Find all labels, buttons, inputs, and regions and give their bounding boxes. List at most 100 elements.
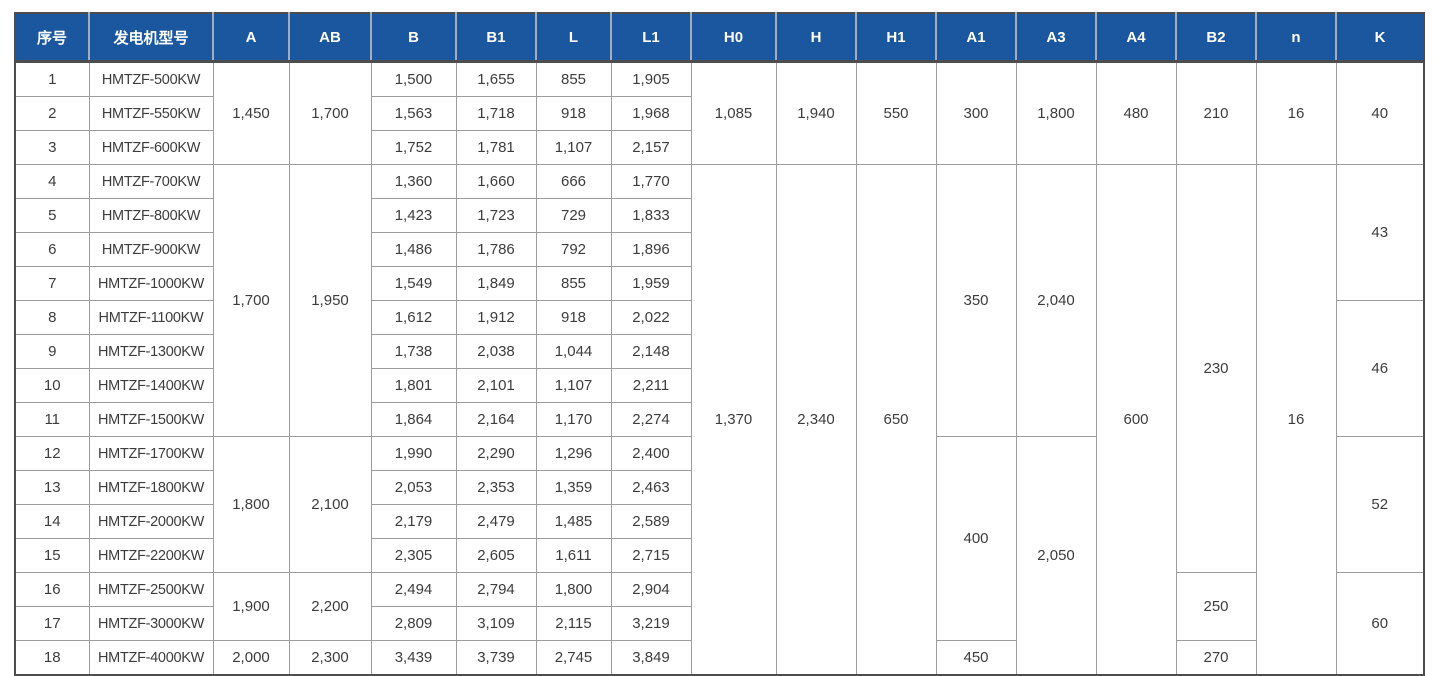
- table-row: 8 HMTZF-1100KW 1,612 1,912 918 2,022 46: [14, 300, 1425, 437]
- cell-B1: 1,786: [455, 232, 537, 267]
- cell-A: 1,900: [212, 572, 290, 641]
- cell-L1: 2,904: [610, 572, 692, 607]
- page: { "table": { "style": { "header_bg": "#1…: [14, 12, 1425, 676]
- cell-A: 1,450: [212, 61, 290, 165]
- col-header-model: 发电机型号: [88, 13, 214, 63]
- cell-B: 3,439: [370, 640, 457, 676]
- cell-A: 2,000: [212, 640, 290, 676]
- cell-B: 1,864: [370, 402, 457, 437]
- cell-H1: 550: [855, 61, 937, 165]
- cell-L: 855: [535, 266, 612, 301]
- cell-index: 3: [14, 130, 90, 165]
- cell-model: HMTZF-1300KW: [88, 334, 214, 369]
- cell-B1: 1,849: [455, 266, 537, 301]
- col-header-n: n: [1255, 13, 1337, 63]
- cell-A3: 1,800: [1015, 61, 1097, 165]
- cell-index: 7: [14, 266, 90, 301]
- cell-L1: 1,896: [610, 232, 692, 267]
- cell-B: 1,486: [370, 232, 457, 267]
- cell-L: 2,115: [535, 606, 612, 641]
- cell-model: HMTZF-1800KW: [88, 470, 214, 505]
- col-header-H0: H0: [690, 13, 777, 63]
- cell-L: 1,107: [535, 130, 612, 165]
- cell-B: 1,801: [370, 368, 457, 403]
- cell-B1: 1,912: [455, 300, 537, 335]
- cell-B: 1,752: [370, 130, 457, 165]
- cell-L1: 2,400: [610, 436, 692, 471]
- cell-B2: 270: [1175, 640, 1257, 676]
- cell-model: HMTZF-550KW: [88, 96, 214, 131]
- col-header-B1: B1: [455, 13, 537, 63]
- col-header-index: 序号: [14, 13, 90, 63]
- cell-B: 1,612: [370, 300, 457, 335]
- cell-index: 14: [14, 504, 90, 539]
- cell-B2: 250: [1175, 572, 1257, 641]
- cell-index: 5: [14, 198, 90, 233]
- cell-B1: 2,164: [455, 402, 537, 437]
- table-row: 3 HMTZF-600KW 1,752 1,781 1,107 2,157: [14, 130, 1424, 165]
- cell-A1: 300: [935, 61, 1017, 165]
- cell-index: 10: [14, 368, 90, 403]
- cell-L1: 1,968: [610, 96, 692, 131]
- generator-dimension-table: 序号 发电机型号 A AB B B1 L L1 H0 H H1 A1 A3 A4 B2 n K 1 HMTZF-5…: [14, 12, 1425, 676]
- cell-B1: 2,101: [455, 368, 537, 403]
- cell-B: 1,423: [370, 198, 457, 233]
- cell-K: 52: [1335, 436, 1425, 573]
- cell-L1: 2,022: [610, 300, 692, 335]
- cell-B: 2,305: [370, 538, 457, 573]
- cell-model: HMTZF-500KW: [88, 61, 214, 97]
- cell-model: HMTZF-2200KW: [88, 538, 214, 573]
- cell-B: 1,990: [370, 436, 457, 471]
- cell-B1: 2,290: [455, 436, 537, 471]
- cell-AB: 2,300: [288, 640, 372, 676]
- cell-H: 1,940: [775, 61, 857, 165]
- cell-B1: 1,655: [455, 61, 537, 97]
- cell-model: HMTZF-1100KW: [88, 300, 214, 335]
- table-row: 5 HMTZF-800KW 1,423 1,723 729 1,833: [14, 198, 1424, 233]
- cell-index: 15: [14, 538, 90, 573]
- cell-B: 1,360: [370, 164, 457, 199]
- cell-index: 16: [14, 572, 90, 607]
- col-header-B: B: [370, 13, 457, 63]
- cell-K: 46: [1335, 300, 1425, 437]
- col-header-AB: AB: [288, 13, 372, 63]
- cell-L1: 2,715: [610, 538, 692, 573]
- cell-L: 792: [535, 232, 612, 267]
- cell-L1: 3,219: [610, 606, 692, 641]
- table-row: 1 HMTZF-500KW 1,450 1,700 1,500 1,655 855 1,905…: [14, 61, 1425, 165]
- cell-A3: 2,040: [1015, 164, 1097, 437]
- col-header-A4: A4: [1095, 13, 1177, 63]
- table-header: 序号 发电机型号 A AB B B1 L L1 H0 H H1 A1 A3 A4 B2 n K: [14, 13, 1425, 63]
- table-row: 12 HMTZF-1700KW 1,800 2,100 1,990 2,290 1,296 2…: [14, 436, 1425, 676]
- cell-n: 16: [1255, 164, 1337, 676]
- col-header-K: K: [1335, 13, 1425, 63]
- cell-B: 2,053: [370, 470, 457, 505]
- cell-L1: 1,905: [610, 61, 692, 97]
- cell-index: 4: [14, 164, 90, 199]
- cell-n: 16: [1255, 61, 1337, 165]
- cell-B1: 1,718: [455, 96, 537, 131]
- cell-model: HMTZF-1700KW: [88, 436, 214, 471]
- table-row: 15 HMTZF-2200KW 2,305 2,605 1,611 2,715: [14, 538, 1424, 573]
- cell-A1: 450: [935, 640, 1017, 676]
- cell-L: 1,611: [535, 538, 612, 573]
- cell-L1: 2,157: [610, 130, 692, 165]
- cell-B1: 1,660: [455, 164, 537, 199]
- cell-A1: 350: [935, 164, 1017, 437]
- cell-model: HMTZF-3000KW: [88, 606, 214, 641]
- cell-A3: 2,050: [1015, 436, 1097, 676]
- cell-index: 2: [14, 96, 90, 131]
- cell-L1: 2,589: [610, 504, 692, 539]
- cell-L: 918: [535, 300, 612, 335]
- cell-L: 729: [535, 198, 612, 233]
- cell-A1: 400: [935, 436, 1017, 641]
- cell-B1: 2,794: [455, 572, 537, 607]
- cell-B: 1,500: [370, 61, 457, 97]
- cell-A4: 600: [1095, 164, 1177, 676]
- cell-B2: 210: [1175, 61, 1257, 165]
- cell-AB: 1,700: [288, 61, 372, 165]
- table-row: 17 HMTZF-3000KW 2,809 3,109 2,115 3,219: [14, 606, 1424, 641]
- cell-index: 9: [14, 334, 90, 369]
- cell-index: 11: [14, 402, 90, 437]
- cell-B1: 3,109: [455, 606, 537, 641]
